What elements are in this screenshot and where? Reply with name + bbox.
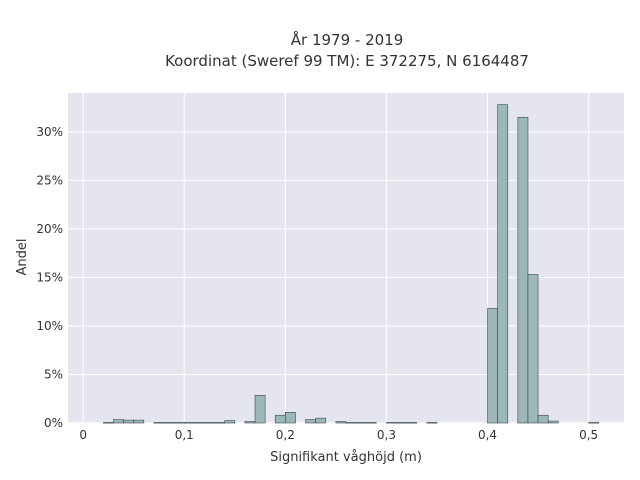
- histogram-bar: [133, 419, 145, 424]
- histogram-bar: [426, 422, 438, 424]
- x-tick-label: 0: [79, 428, 87, 442]
- histogram-bar: [345, 422, 357, 424]
- histogram-bar: [153, 422, 165, 424]
- histogram-bar: [214, 422, 225, 424]
- histogram-bar: [173, 422, 185, 424]
- histogram-bar: [547, 420, 559, 424]
- histogram-bar: [254, 395, 266, 424]
- histogram-bar: [103, 422, 114, 424]
- x-tick-label: 0,4: [478, 428, 497, 442]
- bars: [103, 104, 600, 424]
- histogram-bar: [396, 422, 407, 424]
- plot-area: [68, 93, 624, 423]
- x-axis-label: Signifikant våghöjd (m): [270, 450, 422, 465]
- histogram-bar: [224, 420, 236, 424]
- histogram-bar: [123, 419, 135, 424]
- grid-lines: [68, 93, 624, 424]
- histogram-bar: [588, 422, 600, 424]
- histogram-bar: [335, 421, 347, 424]
- histogram-bar: [517, 116, 529, 424]
- histogram-bar: [204, 422, 215, 424]
- y-tick-label: 25%: [36, 173, 63, 187]
- x-tick-label: 0,3: [377, 428, 396, 442]
- y-tick-label: 10%: [36, 319, 63, 333]
- x-tick-label: 0,5: [579, 428, 598, 442]
- histogram-bar: [386, 422, 397, 424]
- histogram-bar: [355, 422, 367, 424]
- y-tick-label: 15%: [36, 270, 63, 284]
- y-tick-label: 0%: [44, 416, 63, 430]
- histogram-bar: [537, 414, 549, 424]
- histogram-bar: [365, 422, 377, 424]
- histogram-bar: [487, 308, 498, 424]
- x-tick-label: 0,1: [175, 428, 194, 442]
- histogram-bar: [497, 104, 509, 424]
- histogram-bar: [113, 419, 124, 424]
- y-tick-label: 20%: [36, 222, 63, 236]
- y-tick-label: 5%: [44, 367, 63, 381]
- histogram-bar: [163, 422, 175, 424]
- y-axis-ticks: 0% 5% 10% 15% 20% 25% 30%: [36, 125, 63, 430]
- histogram-bar: [194, 422, 205, 424]
- chart-title-line2: Koordinat (Sweref 99 TM): E 372275, N 61…: [165, 52, 529, 70]
- x-tick-label: 0,2: [276, 428, 295, 442]
- y-tick-label: 30%: [36, 125, 63, 139]
- histogram-bar: [315, 417, 327, 424]
- y-axis-label: Andel: [15, 239, 30, 276]
- x-axis-ticks: 0 0,1 0,2 0,3 0,4 0,5: [79, 428, 598, 442]
- histogram-bar: [285, 412, 296, 424]
- histogram-bar: [274, 414, 286, 424]
- chart-title-line1: År 1979 - 2019: [291, 30, 404, 49]
- histogram-bar: [183, 422, 195, 424]
- histogram-bar: [406, 422, 418, 424]
- histogram-bar: [244, 421, 256, 424]
- histogram-bar: [527, 274, 539, 424]
- histogram-bar: [305, 419, 316, 424]
